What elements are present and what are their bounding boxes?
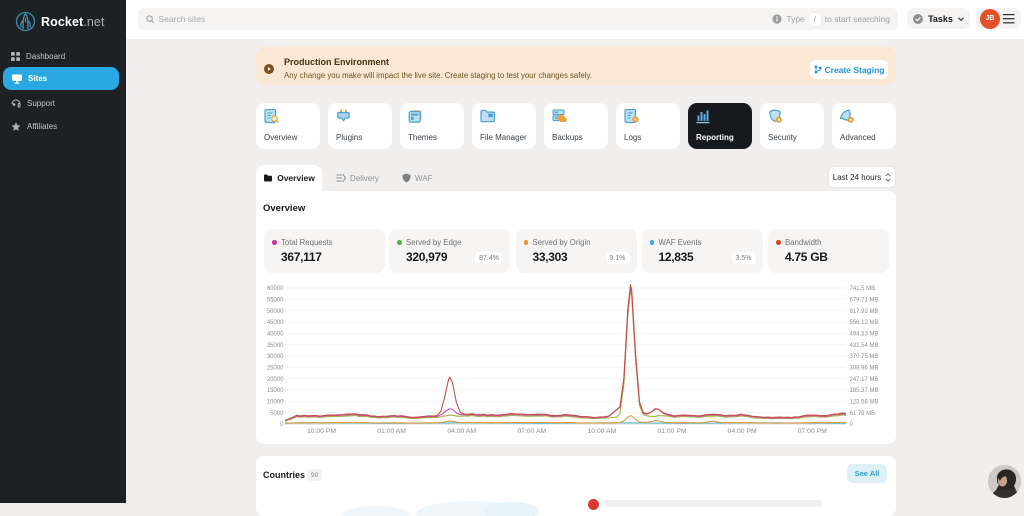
svg-text:0: 0 (850, 422, 854, 428)
svg-text:40000: 40000 (267, 332, 284, 338)
svg-text:61.79 MB: 61.79 MB (850, 411, 876, 417)
svg-text:50000: 50000 (267, 309, 284, 315)
svg-text:308.96 MB: 308.96 MB (850, 366, 879, 372)
svg-text:04:00 AM: 04:00 AM (447, 428, 476, 435)
svg-text:679.71 MB: 679.71 MB (850, 298, 879, 304)
svg-text:10000: 10000 (267, 400, 284, 406)
svg-text:247.17 MB: 247.17 MB (850, 377, 879, 383)
svg-text:25000: 25000 (267, 366, 284, 372)
svg-text:556.12 MB: 556.12 MB (850, 320, 879, 326)
svg-text:741.5 MB: 741.5 MB (850, 286, 876, 292)
svg-text:370.75 MB: 370.75 MB (850, 354, 879, 360)
svg-text:35000: 35000 (267, 343, 284, 349)
svg-text:01:00 PM: 01:00 PM (657, 428, 686, 435)
svg-text:15000: 15000 (267, 388, 284, 394)
svg-text:10:00 PM: 10:00 PM (307, 428, 336, 435)
svg-text:01:00 AM: 01:00 AM (377, 428, 406, 435)
svg-text:07:00 AM: 07:00 AM (517, 428, 546, 435)
svg-text:10:00 AM: 10:00 AM (588, 428, 617, 435)
svg-text:30000: 30000 (267, 354, 284, 360)
svg-text:123.58 MB: 123.58 MB (850, 400, 879, 406)
svg-text:60000: 60000 (267, 286, 284, 292)
svg-text:55000: 55000 (267, 298, 284, 304)
svg-text:432.54 MB: 432.54 MB (850, 343, 879, 349)
svg-text:185.37 MB: 185.37 MB (850, 388, 879, 394)
svg-text:04:00 PM: 04:00 PM (728, 428, 757, 435)
svg-text:494.33 MB: 494.33 MB (850, 332, 879, 338)
svg-text:07:00 PM: 07:00 PM (798, 428, 827, 435)
svg-text:45000: 45000 (267, 320, 284, 326)
svg-text:5000: 5000 (270, 411, 284, 417)
svg-text:617.92 MB: 617.92 MB (850, 309, 879, 315)
svg-text:20000: 20000 (267, 377, 284, 383)
svg-text:0: 0 (280, 422, 284, 428)
